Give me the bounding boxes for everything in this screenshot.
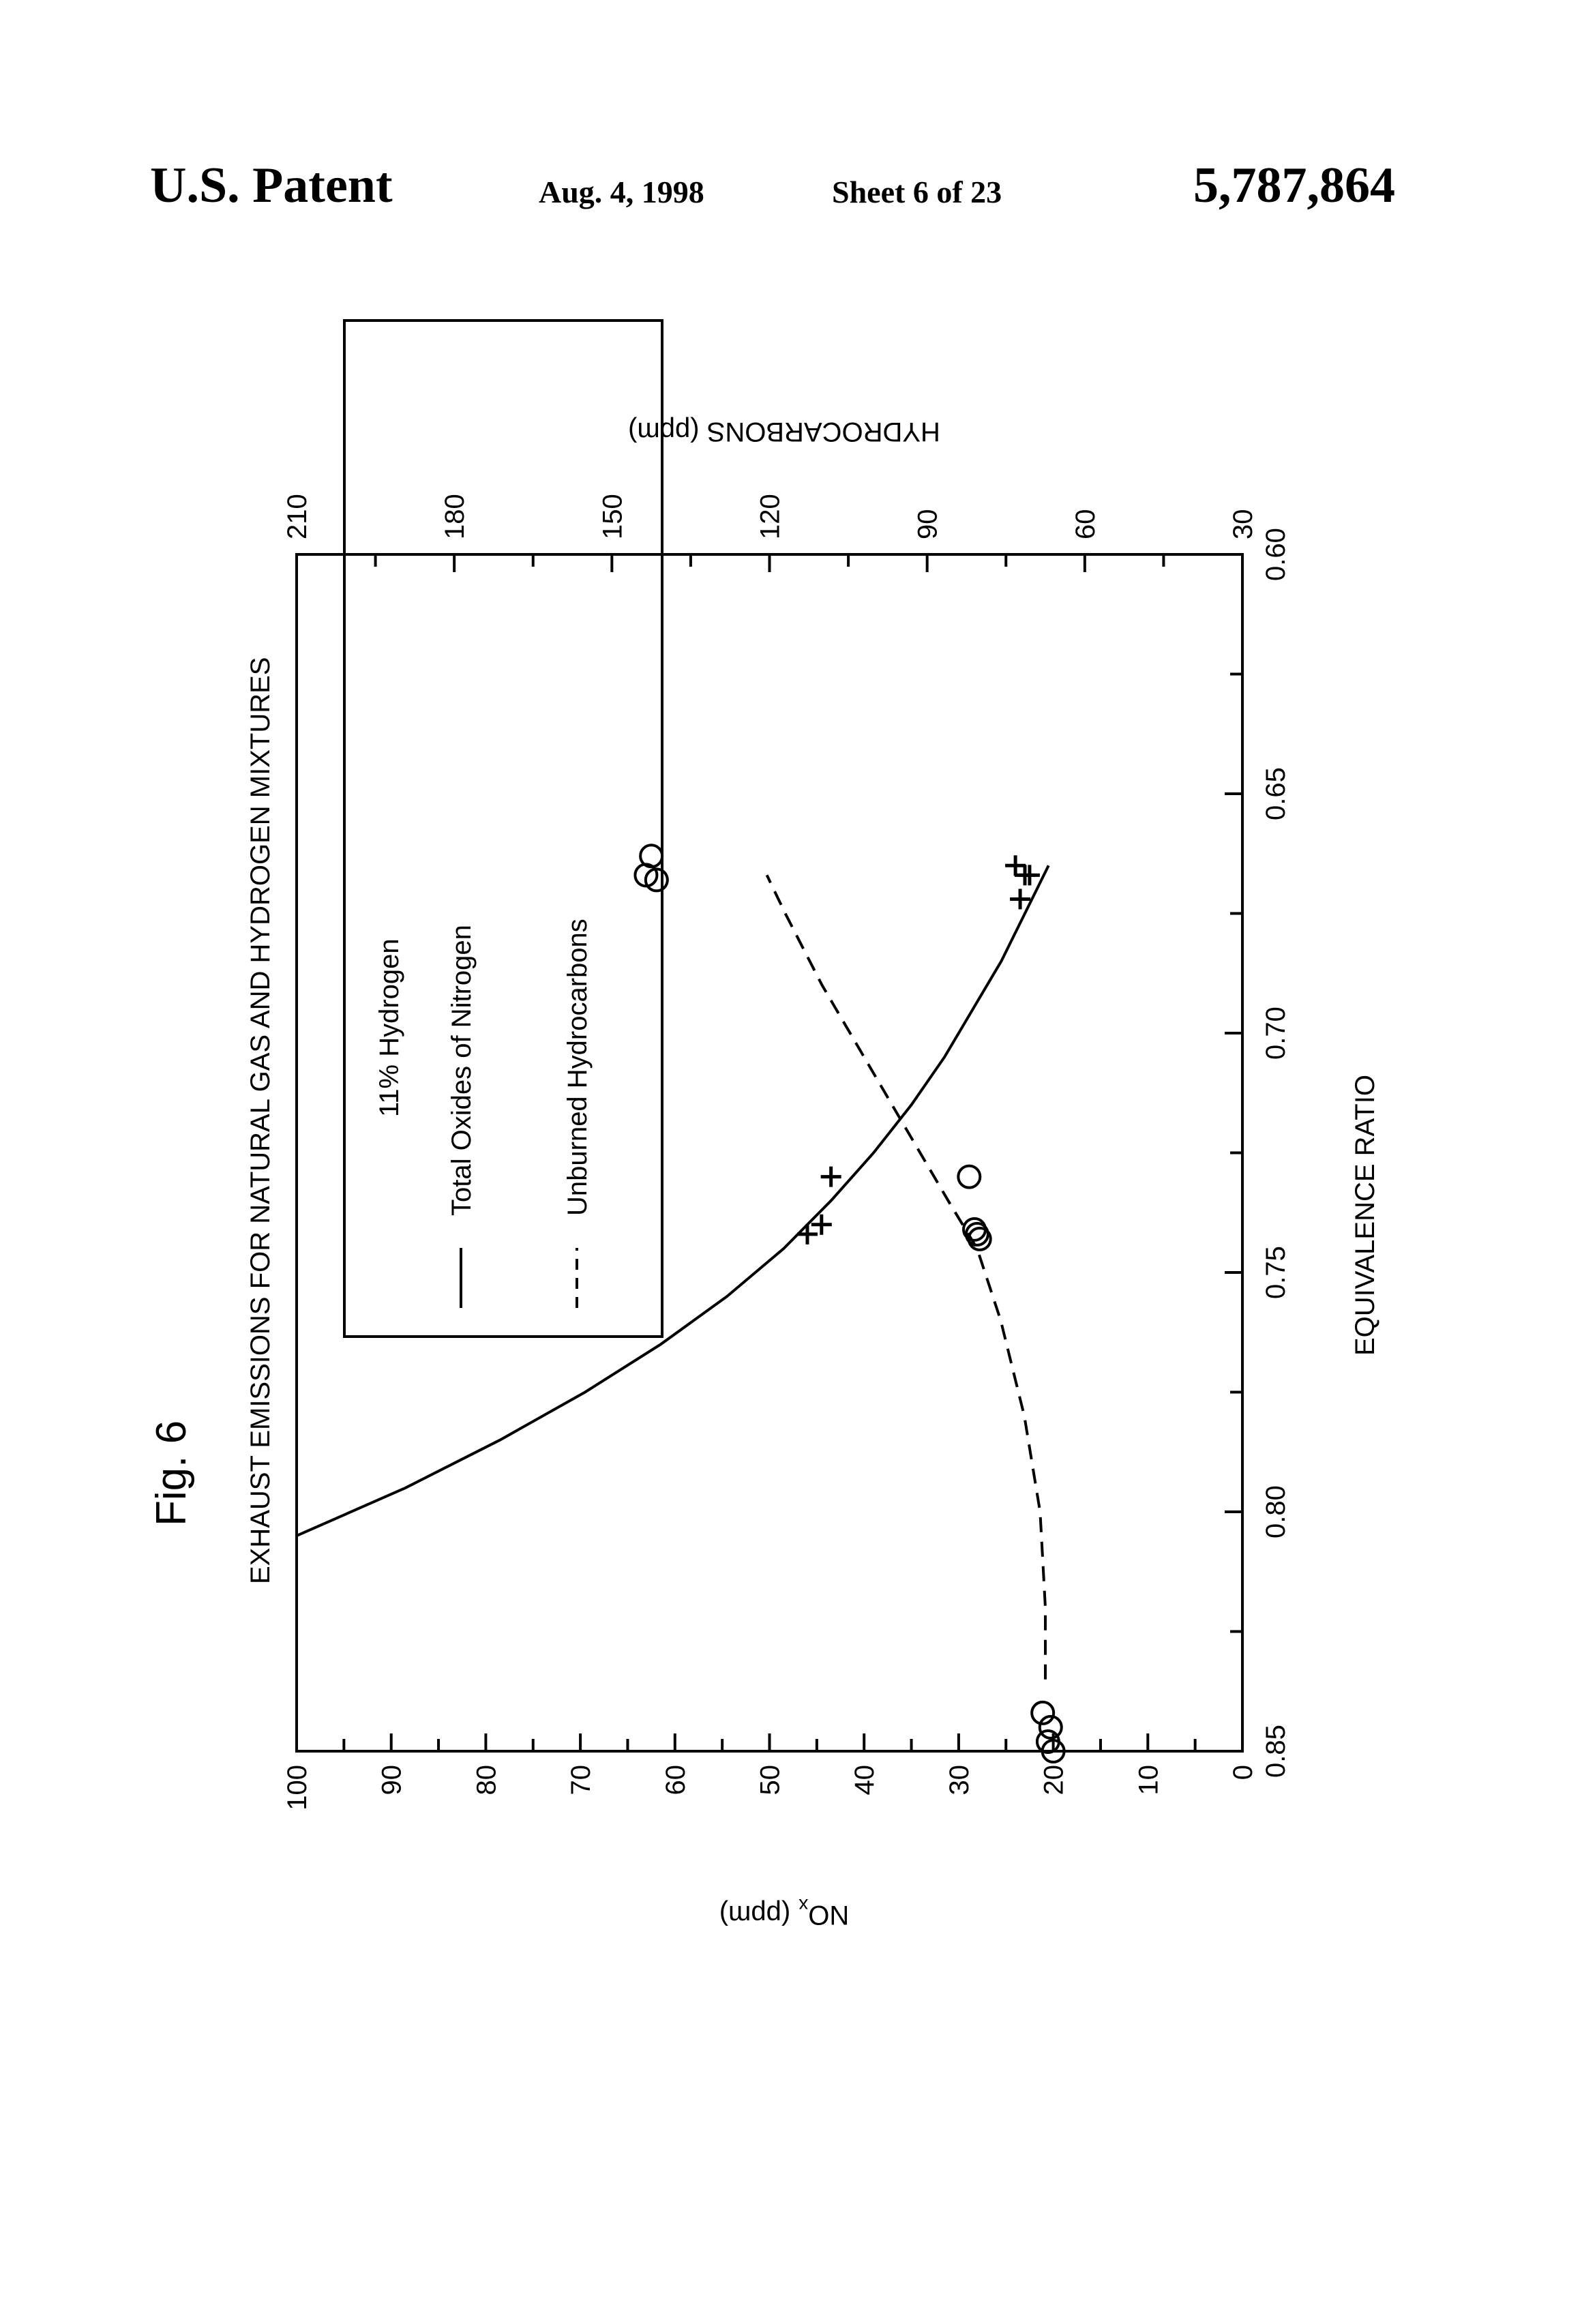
nox-curve <box>297 865 1049 1536</box>
y-tick-label: 60 <box>661 1765 691 1796</box>
x-tick-label: 0.65 <box>1261 767 1291 820</box>
upright-text-layer: NOx (ppm) HYDROCARBONS (ppm) <box>628 417 940 1930</box>
rotated-chart-group: 0.85 0.80 0.75 0.70 0.65 0.60 0 10 20 30 40 50 60 70 8… <box>148 321 1380 1811</box>
text-layer: Fig. 6 EXHAUST EMISSIONS FOR NATURAL GAS… <box>148 657 1380 1584</box>
y2-tick-label: 150 <box>597 494 627 539</box>
x-tick-label: 0.85 <box>1261 1725 1291 1778</box>
y-tick-label: 20 <box>1039 1765 1069 1796</box>
y2-tick-label: 180 <box>440 494 470 539</box>
x-tick-label: 0.70 <box>1261 1007 1291 1060</box>
y-tick-label: 40 <box>850 1765 880 1796</box>
plot-frame <box>297 554 1242 1751</box>
y-tick-label: 10 <box>1133 1765 1163 1796</box>
y-tick-label: 30 <box>944 1765 974 1796</box>
y-tick-label: 90 <box>377 1765 407 1796</box>
legend-entry-hc: Unburned Hydrocarbons <box>563 919 593 1216</box>
y-axis-label-unit: (ppm) <box>719 1900 790 1930</box>
x-tick-label: 0.75 <box>1261 1246 1291 1299</box>
y2-tick-label: 30 <box>1228 509 1258 540</box>
y-axis-label-main: NO <box>808 1900 849 1930</box>
y2-tick-label: 210 <box>282 494 312 539</box>
legend-box <box>344 321 662 1337</box>
y-axis-label: NOx (ppm) <box>719 1895 849 1930</box>
y-tick-label: 80 <box>471 1765 501 1796</box>
figure-label: Fig. 6 <box>148 1420 195 1526</box>
y2-tick-label: 90 <box>913 509 943 540</box>
hydrocarbon-point-circle <box>958 1166 980 1188</box>
y2-axis-label: HYDROCARBONS (ppm) <box>628 417 940 447</box>
hydrocarbon-curve <box>767 875 1045 1679</box>
axes-layer: 0.85 0.80 0.75 0.70 0.65 0.60 0 10 20 30 40 50 60 70 8… <box>282 494 1291 1811</box>
points-layer <box>635 845 1064 1762</box>
legend-title: 11% Hydrogen <box>374 938 404 1117</box>
y-tick-label: 70 <box>566 1765 596 1796</box>
x-tick-label: 0.80 <box>1261 1485 1291 1538</box>
y2-tick-label: 60 <box>1071 509 1101 540</box>
nox-point-plus <box>797 1224 818 1245</box>
x-axis-label: EQUIVALENCE RATIO <box>1350 1075 1380 1356</box>
chart-title: EXHAUST EMISSIONS FOR NATURAL GAS AND HY… <box>245 657 275 1584</box>
nox-point-plus <box>1019 865 1040 885</box>
nox-point-plus <box>821 1167 841 1187</box>
y-tick-label: 100 <box>282 1765 312 1811</box>
hydrocarbon-point-circle <box>640 845 662 867</box>
legend: 11% Hydrogen Total Oxides of Nitrogen Un… <box>344 321 662 1337</box>
nox-point-plus <box>1005 855 1026 876</box>
y-axis-label-subscript: x <box>799 1895 808 1916</box>
legend-entry-nox: Total Oxides of Nitrogen <box>447 925 477 1216</box>
y-tick-label: 50 <box>756 1765 786 1796</box>
x-tick-label: 0.60 <box>1261 528 1291 581</box>
y2-tick-label: 120 <box>756 494 786 539</box>
curves-layer <box>297 865 1049 1679</box>
y-tick-label: 0 <box>1228 1765 1258 1780</box>
